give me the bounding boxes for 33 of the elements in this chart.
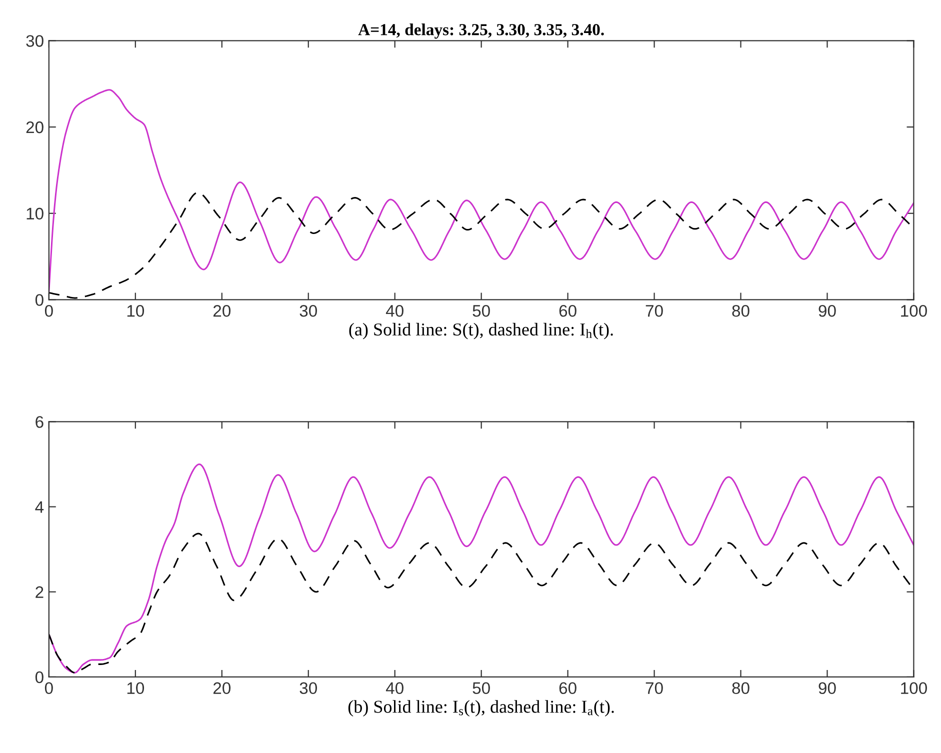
x-tick-label: 70: [646, 682, 663, 694]
x-tick-label: 80: [732, 304, 750, 317]
x-tick-label: 100: [901, 304, 927, 317]
x-tick-label: 100: [901, 682, 927, 694]
y-tick-label: 0: [35, 294, 44, 306]
x-tick-label: 90: [818, 304, 836, 317]
x-tick-label: 40: [386, 304, 404, 317]
x-tick-label: 20: [213, 682, 231, 694]
x-tick-label: 50: [472, 304, 490, 317]
y-tick-label: 6: [36, 416, 44, 428]
x-tick-label: 20: [213, 304, 231, 317]
x-tick-label: 30: [300, 304, 317, 317]
y-tick-label: 20: [26, 121, 44, 134]
x-tick-label: 0: [44, 682, 53, 694]
x-tick-label: 10: [127, 304, 144, 317]
x-tick-label: 80: [732, 682, 750, 694]
x-tick-label: 60: [559, 682, 576, 694]
y-tick-label: 30: [26, 35, 44, 47]
y-tick-label: 4: [35, 501, 44, 513]
x-axis-title: (a) Solid line: S(t), dashed line: I$_{h}$(t).: [349, 322, 613, 340]
chart-title: A=14, delays: 3.25, 3.30, 3.35, 3.40.: [358, 24, 604, 39]
x-tick-label: 70: [646, 304, 663, 317]
x-tick-label: 30: [300, 682, 317, 694]
x-tick-label: 10: [127, 682, 144, 694]
x-tick-label: 40: [386, 682, 404, 694]
x-tick-label: 50: [472, 682, 490, 694]
x-tick-label: 60: [559, 304, 576, 317]
y-tick-label: 10: [26, 208, 44, 220]
x-tick-label: 0: [44, 304, 53, 317]
y-tick-label: 0: [35, 671, 44, 684]
y-tick-label: 2: [36, 586, 44, 598]
x-axis-title: (b) Solid line: I$_{s}$(t), dashed line: I$_{a}$(t).: [348, 700, 614, 716]
x-tick-label: 90: [818, 682, 836, 694]
